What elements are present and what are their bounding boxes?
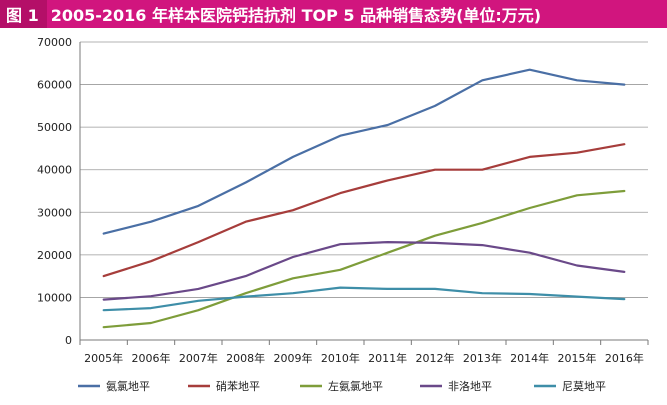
chart-title-bar: 图 1 2005-2016 年样本医院钙拮抗剂 TOP 5 品种销售态势(单位:…	[0, 0, 667, 28]
x-tick-labels: 2005年 2006年 2007年 2008年 2009年 2010年 2011年 2012年…	[84, 351, 644, 365]
x-tick-label: 2015年	[558, 351, 597, 365]
series-line-3	[102, 189, 626, 329]
x-tick-label: 2009年	[274, 351, 313, 365]
x-tick-label: 2008年	[226, 351, 265, 365]
legend-label: 非洛地平	[448, 379, 492, 393]
x-tick-label: 2012年	[416, 351, 455, 365]
x-tick-label: 2007年	[179, 351, 218, 365]
series-lines	[102, 68, 626, 329]
y-tick-label: 20000	[37, 249, 72, 262]
y-tick-label: 40000	[37, 164, 72, 177]
series-line-2	[102, 143, 626, 278]
figure-number: 图 1	[0, 0, 47, 28]
legend-label: 氨氯地平	[106, 379, 150, 393]
legend: 氨氯地平 硝苯地平 左氨氯地平 非洛地平 尼莫地平	[78, 379, 606, 393]
x-tick-label: 2011年	[368, 351, 407, 365]
y-tick-label: 0	[65, 334, 72, 347]
y-tick-labels: 0 10000 20000 30000 40000 50000 60000 70000	[37, 36, 72, 347]
series-line-4	[102, 241, 626, 301]
x-tick-label: 2010年	[321, 351, 360, 365]
chart-title: 2005-2016 年样本医院钙拮抗剂 TOP 5 品种销售态势(单位:万元)	[50, 6, 542, 25]
grid-lines	[80, 41, 648, 298]
y-tick-label: 10000	[37, 291, 72, 304]
series-line-1	[102, 68, 626, 235]
x-tick-label: 2016年	[605, 351, 644, 365]
line-chart: 0 10000 20000 30000 40000 50000 60000 70000 200…	[37, 36, 649, 393]
legend-label: 硝苯地平	[216, 379, 260, 393]
legend-label: 尼莫地平	[562, 380, 606, 393]
x-tick-label: 2006年	[132, 351, 171, 365]
y-tick-label: 50000	[37, 121, 72, 134]
y-tick-label: 30000	[37, 206, 72, 219]
y-tick-label: 60000	[37, 79, 72, 92]
x-tick-label: 2013年	[463, 351, 502, 365]
legend-label: 左氨氯地平	[328, 379, 383, 393]
axes	[79, 42, 649, 345]
x-tick-label: 2005年	[84, 351, 123, 365]
y-tick-label: 70000	[37, 36, 72, 49]
x-tick-label: 2014年	[510, 351, 549, 365]
series-line-5	[102, 286, 626, 312]
